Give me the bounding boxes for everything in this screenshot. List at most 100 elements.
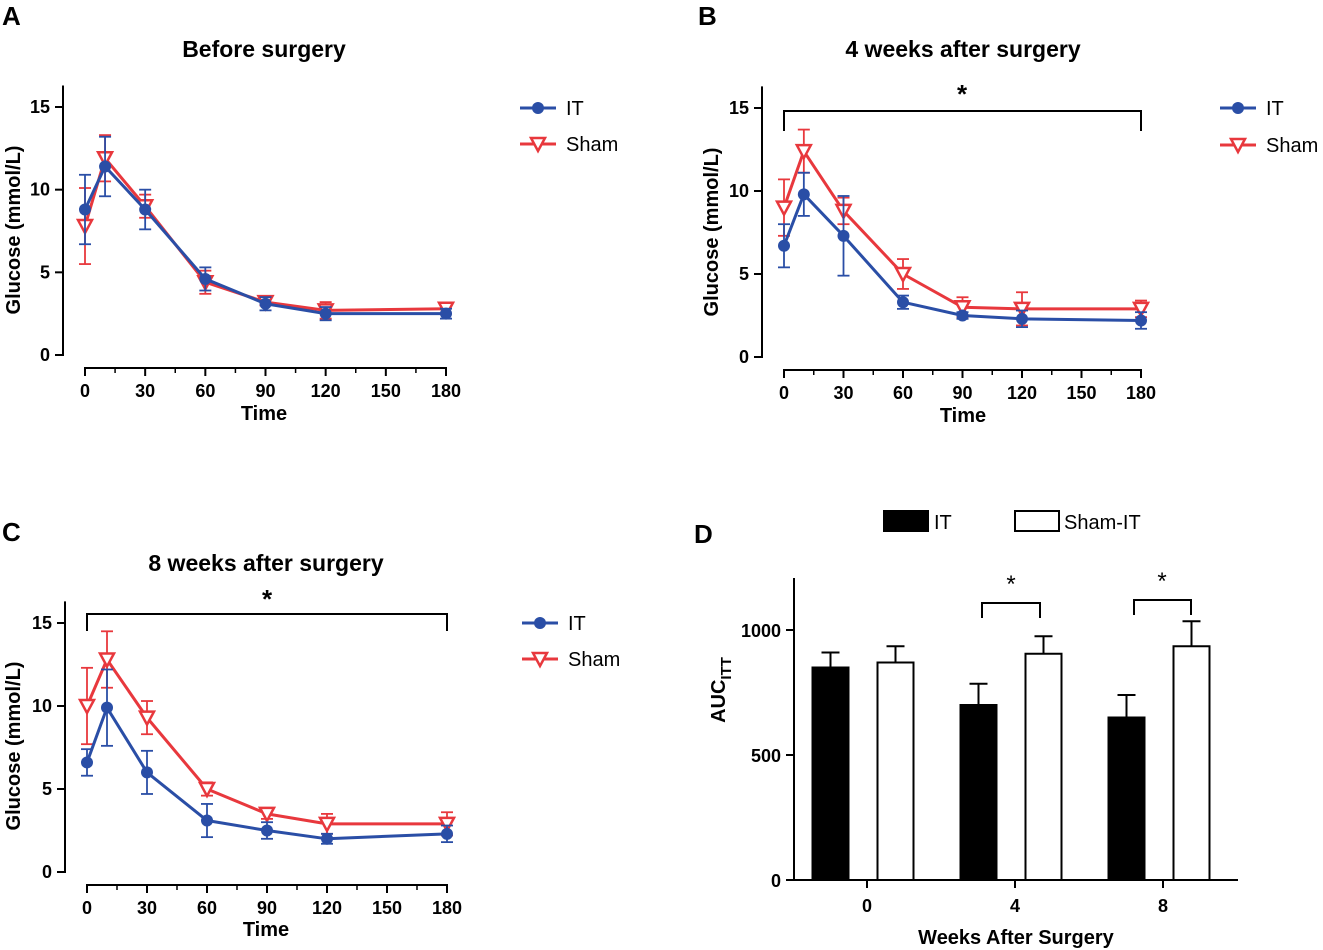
y-tick-label-d: 500: [751, 746, 781, 766]
data-point-it-a: [259, 297, 272, 310]
data-point-it-b: [837, 229, 850, 242]
x-tick-label-c: 0: [82, 898, 92, 918]
data-point-sham-b: [1012, 301, 1032, 319]
legend-label-sham-d: Sham-IT: [1064, 512, 1141, 534]
data-point-sham-c: [137, 710, 157, 728]
series-it-a: [79, 135, 452, 322]
x-tick-label-c: 150: [372, 898, 402, 918]
data-point-sham-c: [317, 816, 337, 834]
panel-letter-b: B: [698, 1, 717, 31]
panel-a: A Before surgery Time Glucose (mmol/L) 0…: [2, 1, 618, 425]
y-tick-label-a: 10: [30, 180, 50, 200]
legend-label-it-d: IT: [934, 512, 952, 534]
legend-marker-sham-a: [528, 136, 548, 154]
x-tick-label-d: 4: [1010, 896, 1020, 916]
data-point-it-c: [261, 824, 273, 837]
y-tick-label-c: 10: [32, 696, 52, 716]
data-point-it-a: [99, 160, 112, 173]
x-tick-label-a: 0: [80, 381, 90, 401]
panel-c: C 8 weeks after surgery Time Glucose (mm…: [2, 517, 620, 941]
y-tick-label-b: 10: [729, 181, 749, 201]
bars-group-d: [811, 620, 1211, 881]
data-point-sham-c: [197, 781, 217, 799]
legend-label-it-b: IT: [1266, 98, 1284, 120]
chart-title-c: 8 weeks after surgery: [148, 550, 383, 576]
panel-d: D IT Sham-IT AUCITT Weeks After Surgery …: [694, 510, 1238, 949]
y-tick-label-d: 0: [771, 871, 781, 891]
panel-b: B 4 weeks after surgery Time Glucose (mm…: [698, 1, 1318, 427]
significance-bracket-b: [783, 110, 1142, 131]
data-point-it-a: [79, 203, 91, 216]
legend-label-it-a: IT: [566, 98, 584, 120]
data-point-it-b: [1016, 312, 1028, 325]
significance-bracket-d-8: [1133, 599, 1192, 615]
legend-label-sham-a: Sham: [566, 134, 618, 156]
data-point-it-a: [139, 203, 152, 216]
series-group-a: [75, 134, 456, 322]
legend-label-sham-c: Sham: [568, 649, 620, 671]
y-tick-label-c: 0: [42, 862, 52, 882]
legend-marker-sham-c: [530, 651, 550, 669]
panel-letter-a: A: [2, 1, 21, 31]
x-tick-label-c: 180: [432, 898, 462, 918]
y-axis-label-sub-d: ITT: [718, 657, 735, 680]
significance-star-b: *: [957, 79, 968, 109]
y-tick-label-c: 5: [42, 779, 52, 799]
x-tick-label-a: 60: [195, 381, 215, 401]
legend-c: IT Sham: [522, 613, 620, 671]
significance-bracket-d-4: [981, 602, 1041, 618]
x-tick-label-a: 150: [371, 381, 401, 401]
data-point-it-a: [319, 307, 332, 320]
data-point-sham-b: [953, 299, 972, 317]
legend-marker-sham-b: [1228, 137, 1248, 155]
data-point-it-b: [956, 309, 969, 322]
legend-b: IT Sham: [1220, 98, 1318, 157]
data-point-sham-b: [893, 266, 913, 284]
legend-marker-it-a: [532, 102, 544, 114]
significance-bracket-c: [86, 613, 448, 631]
significance-star-c: *: [262, 584, 273, 614]
legend-label-it-c: IT: [568, 613, 586, 635]
data-point-it-a: [440, 307, 452, 320]
legend-label-sham-b: Sham: [1266, 135, 1318, 157]
series-it-b: [778, 171, 1147, 330]
x-tick-label-a: 90: [255, 381, 275, 401]
data-point-it-c: [441, 827, 453, 840]
data-point-it-c: [141, 766, 153, 779]
y-tick-label-a: 5: [40, 262, 50, 282]
significance-star-d-8: *: [1157, 568, 1166, 595]
y-tick-label-a: 0: [40, 345, 50, 365]
data-point-sham-b: [1131, 301, 1151, 319]
x-tick-label-b: 30: [833, 383, 853, 403]
series-sham-b: [774, 128, 1151, 327]
legend-marker-it-b: [1232, 102, 1244, 114]
significance-c: *: [86, 584, 448, 631]
significance-b: *: [783, 79, 1142, 131]
x-tick-label-c: 90: [257, 898, 277, 918]
y-axis-label-c: Glucose (mmol/L): [3, 662, 25, 831]
bar-sham: [1172, 645, 1211, 881]
y-axis-label-a: Glucose (mmol/L): [3, 146, 25, 315]
series-sham-c: [77, 630, 457, 837]
data-point-it-b: [1135, 314, 1147, 327]
data-point-sham-b: [794, 143, 813, 161]
significance-d: * *: [981, 568, 1192, 618]
y-tick-label-c: 15: [32, 613, 52, 633]
data-point-sham-c: [77, 698, 97, 716]
data-point-it-c: [321, 832, 333, 845]
y-tick-label-b: 5: [739, 264, 749, 284]
data-point-it-a: [199, 272, 212, 285]
chart-title-b: 4 weeks after surgery: [845, 36, 1080, 62]
legend-swatch-it-d: [883, 510, 929, 532]
series-line-sham-c: [85, 658, 447, 826]
bar-sham: [1024, 652, 1063, 881]
y-axis-label-main-d: AUC: [708, 680, 730, 723]
x-tick-label-c: 120: [312, 898, 342, 918]
y-tick-label-b: 15: [729, 98, 749, 118]
x-axis-label-a: Time: [241, 403, 287, 425]
x-tick-label-b: 90: [952, 383, 972, 403]
